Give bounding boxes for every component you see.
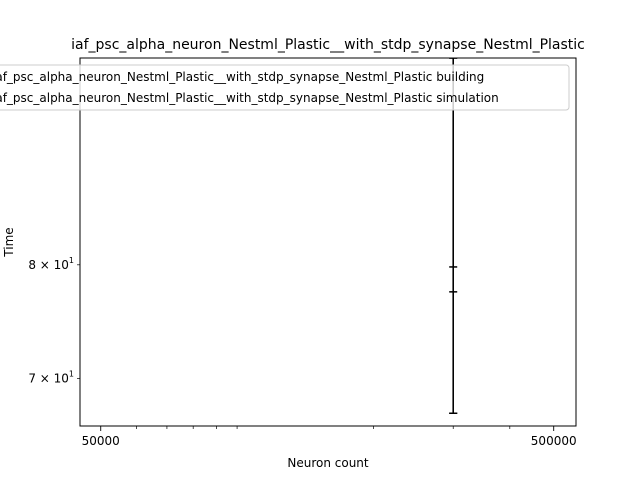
legend-label-simulation: iaf_psc_alpha_neuron_Nestml_Plastic__wit… [0,91,499,105]
y-axis-label: Time [2,227,16,257]
chart-title: iaf_psc_alpha_neuron_Nestml_Plastic__wit… [71,37,585,53]
y-axis-ticks: 7 × 101 8 × 101 [28,256,80,385]
plot-marks [449,58,458,414]
x-axis-label: Neuron count [287,456,369,470]
plot-frame [79,57,577,427]
legend-box [0,64,570,111]
y-tick-label: 7 × 101 [28,369,74,385]
x-axis-ticks: 50000 500000 [82,426,577,448]
x-tick-label: 500000 [531,434,577,448]
y-tick-label: 8 × 101 [28,256,74,272]
legend: iaf_psc_alpha_neuron_Nestml_Plastic__wit… [0,64,570,111]
legend-label-building: iaf_psc_alpha_neuron_Nestml_Plastic__wit… [0,70,484,84]
x-tick-label: 50000 [82,434,120,448]
